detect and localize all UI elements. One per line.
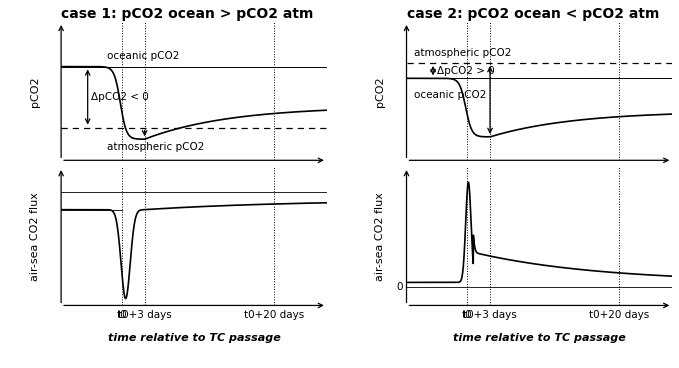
Text: t0: t0 xyxy=(462,311,473,321)
Text: t0+20 days: t0+20 days xyxy=(244,310,304,321)
Text: t0: t0 xyxy=(117,310,127,321)
Text: ΔpCO2 > 0: ΔpCO2 > 0 xyxy=(437,66,494,76)
Text: air-sea CO2 flux: air-sea CO2 flux xyxy=(375,192,385,281)
Text: case 2: pCO2 ocean < pCO2 atm: case 2: pCO2 ocean < pCO2 atm xyxy=(407,7,659,21)
Text: atmospheric pCO2: atmospheric pCO2 xyxy=(414,49,511,59)
Text: time relative to TC passage: time relative to TC passage xyxy=(107,333,280,343)
Text: case 1: pCO2 ocean > pCO2 atm: case 1: pCO2 ocean > pCO2 atm xyxy=(61,7,314,21)
Text: 0: 0 xyxy=(397,282,403,293)
Text: time relative to TC passage: time relative to TC passage xyxy=(453,333,626,343)
Text: atmospheric pCO2: atmospheric pCO2 xyxy=(107,142,204,152)
Text: pCO2: pCO2 xyxy=(30,76,39,106)
Text: t0+20 days: t0+20 days xyxy=(589,311,649,321)
Text: t0+3 days: t0+3 days xyxy=(117,310,172,321)
Text: ΔpCO2 < 0: ΔpCO2 < 0 xyxy=(92,92,149,102)
Text: air-sea CO2 flux: air-sea CO2 flux xyxy=(30,192,39,281)
Text: t0+3 days: t0+3 days xyxy=(463,311,517,321)
Text: oceanic pCO2: oceanic pCO2 xyxy=(414,90,486,100)
Text: oceanic pCO2: oceanic pCO2 xyxy=(107,51,179,61)
Text: pCO2: pCO2 xyxy=(375,76,385,106)
